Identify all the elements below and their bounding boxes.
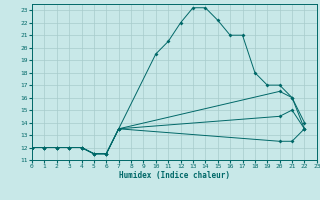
X-axis label: Humidex (Indice chaleur): Humidex (Indice chaleur): [119, 171, 230, 180]
